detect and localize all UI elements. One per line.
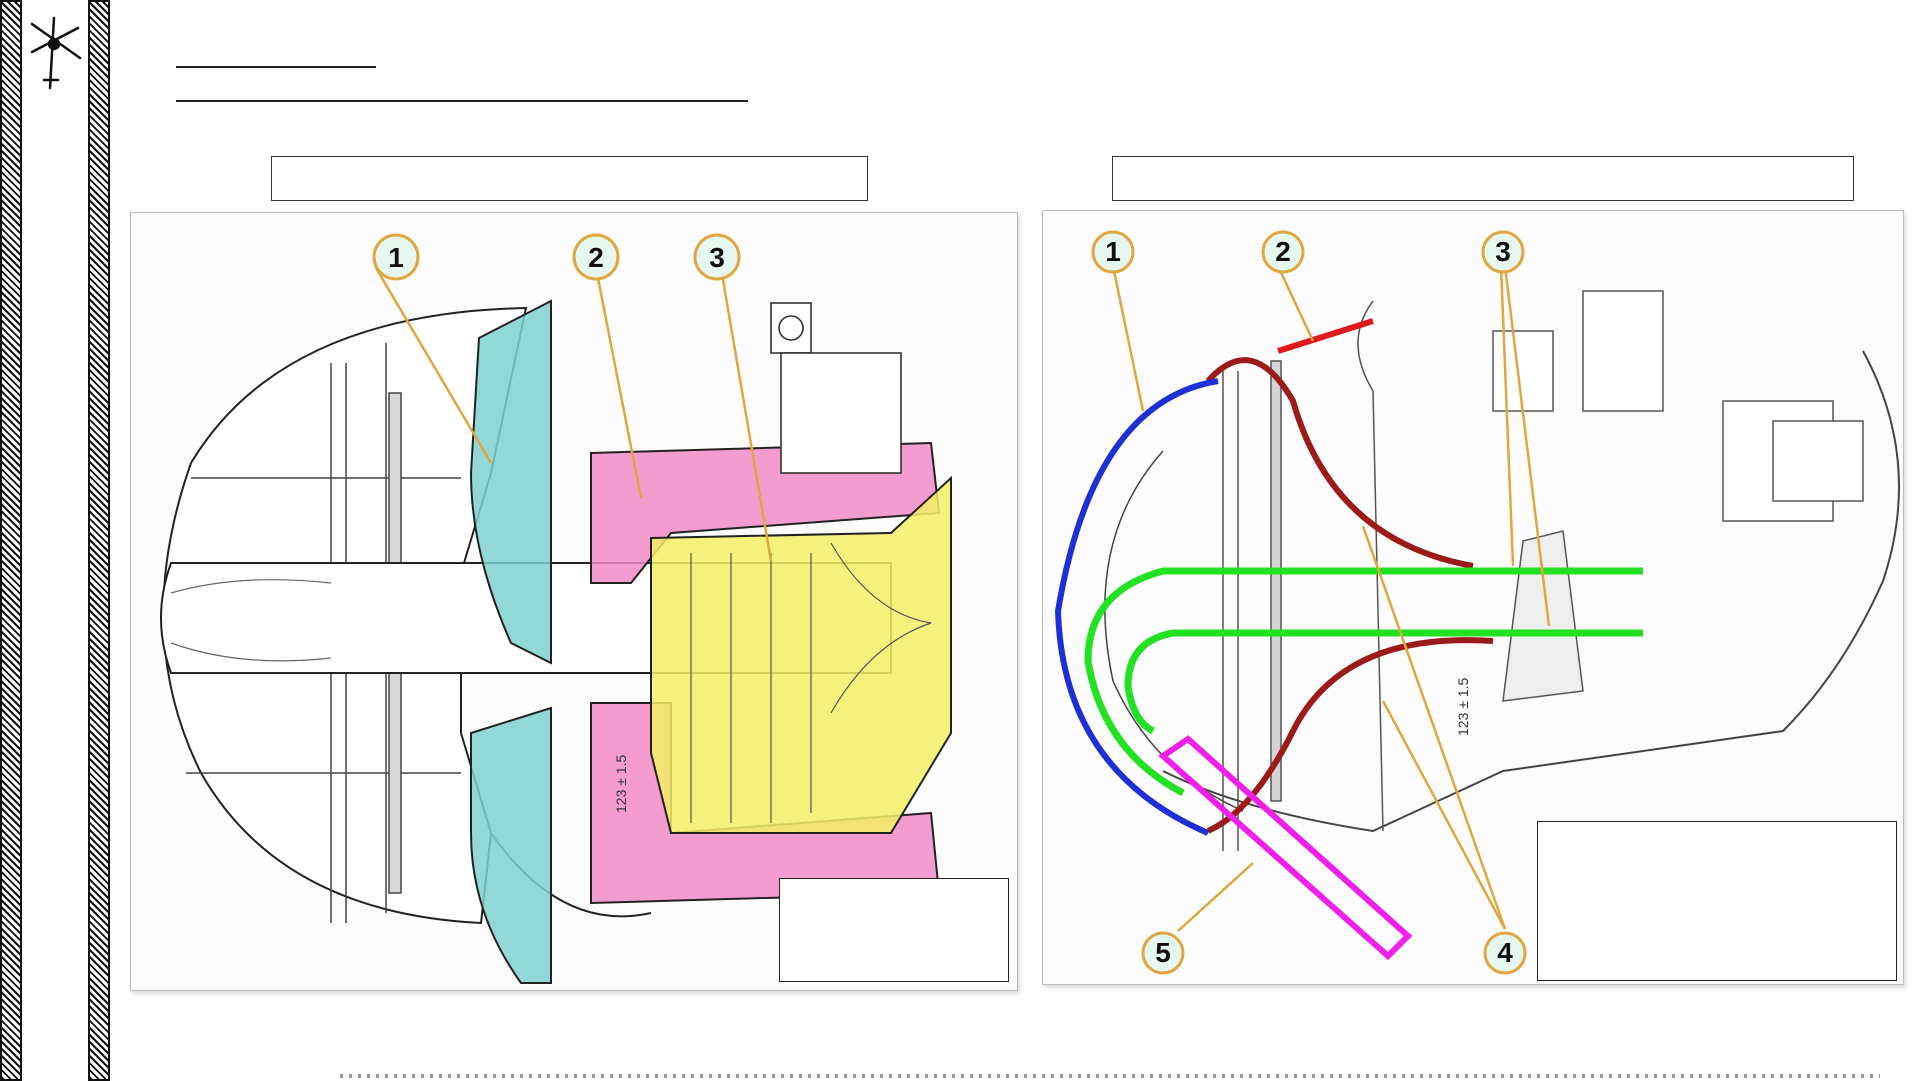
- callout-1: 1: [372, 233, 420, 281]
- callout-3: 3: [1481, 230, 1525, 274]
- path-4-upper: [1205, 357, 1474, 569]
- left-hatched-rail: [0, 0, 22, 1081]
- svg-text:1: 1: [388, 242, 404, 273]
- callout-3: 3: [693, 233, 741, 281]
- svg-text:2: 2: [588, 242, 604, 273]
- heading-rule-short: [176, 66, 376, 68]
- callout-5: 5: [1141, 931, 1185, 975]
- right-diagram-svg: 123 ± 1.5 1 2 3 4 5: [1054, 230, 1900, 975]
- left-leaders: [374, 267, 773, 562]
- engine-mount: [770, 302, 902, 474]
- region-2-upper: [590, 441, 941, 584]
- callout-2: 2: [572, 233, 620, 281]
- path-3-inner: [1124, 629, 1643, 735]
- right-dimension-label: 123 ± 1.5: [1455, 678, 1471, 736]
- svg-text:3: 3: [709, 242, 725, 273]
- engine-details: [690, 542, 932, 823]
- left-dimension-label: 123 ± 1.5: [613, 755, 629, 813]
- path-2: [1277, 318, 1374, 354]
- left-caption-box: [271, 156, 868, 201]
- svg-text:3: 3: [1495, 236, 1511, 267]
- callout-4: 4: [1483, 931, 1527, 975]
- left-diagram-svg: 123 ± 1.5 1 2 3: [160, 233, 952, 984]
- path-4-lower: [1206, 637, 1494, 834]
- svg-text:5: 5: [1155, 937, 1171, 968]
- right-diagram-panel: 123 ± 1.5 1 2 3 4 5: [1042, 210, 1904, 985]
- right-hatched-rail: [88, 0, 110, 1081]
- left-legend-box: [779, 878, 1009, 982]
- svg-text:2: 2: [1275, 236, 1291, 267]
- region-3: [650, 475, 952, 834]
- svg-text:4: 4: [1497, 937, 1513, 968]
- footer-text-strip: [340, 1074, 1880, 1078]
- region-1-lower: [470, 706, 552, 984]
- helicopter-logo-icon: [30, 16, 82, 90]
- right-caption-box: [1112, 156, 1854, 201]
- heading-rule-long: [176, 100, 748, 102]
- right-leaders: [1111, 265, 1551, 932]
- right-legend-box: [1537, 821, 1897, 981]
- region-1-upper: [469, 299, 552, 665]
- svg-text:1: 1: [1105, 236, 1121, 267]
- path-5: [1158, 735, 1413, 961]
- callout-2: 2: [1261, 230, 1305, 274]
- callout-1: 1: [1091, 230, 1135, 274]
- path-3-outer: [1084, 567, 1643, 797]
- path-1: [1054, 378, 1219, 836]
- left-diagram-panel: 123 ± 1.5 1 2 3: [130, 212, 1018, 991]
